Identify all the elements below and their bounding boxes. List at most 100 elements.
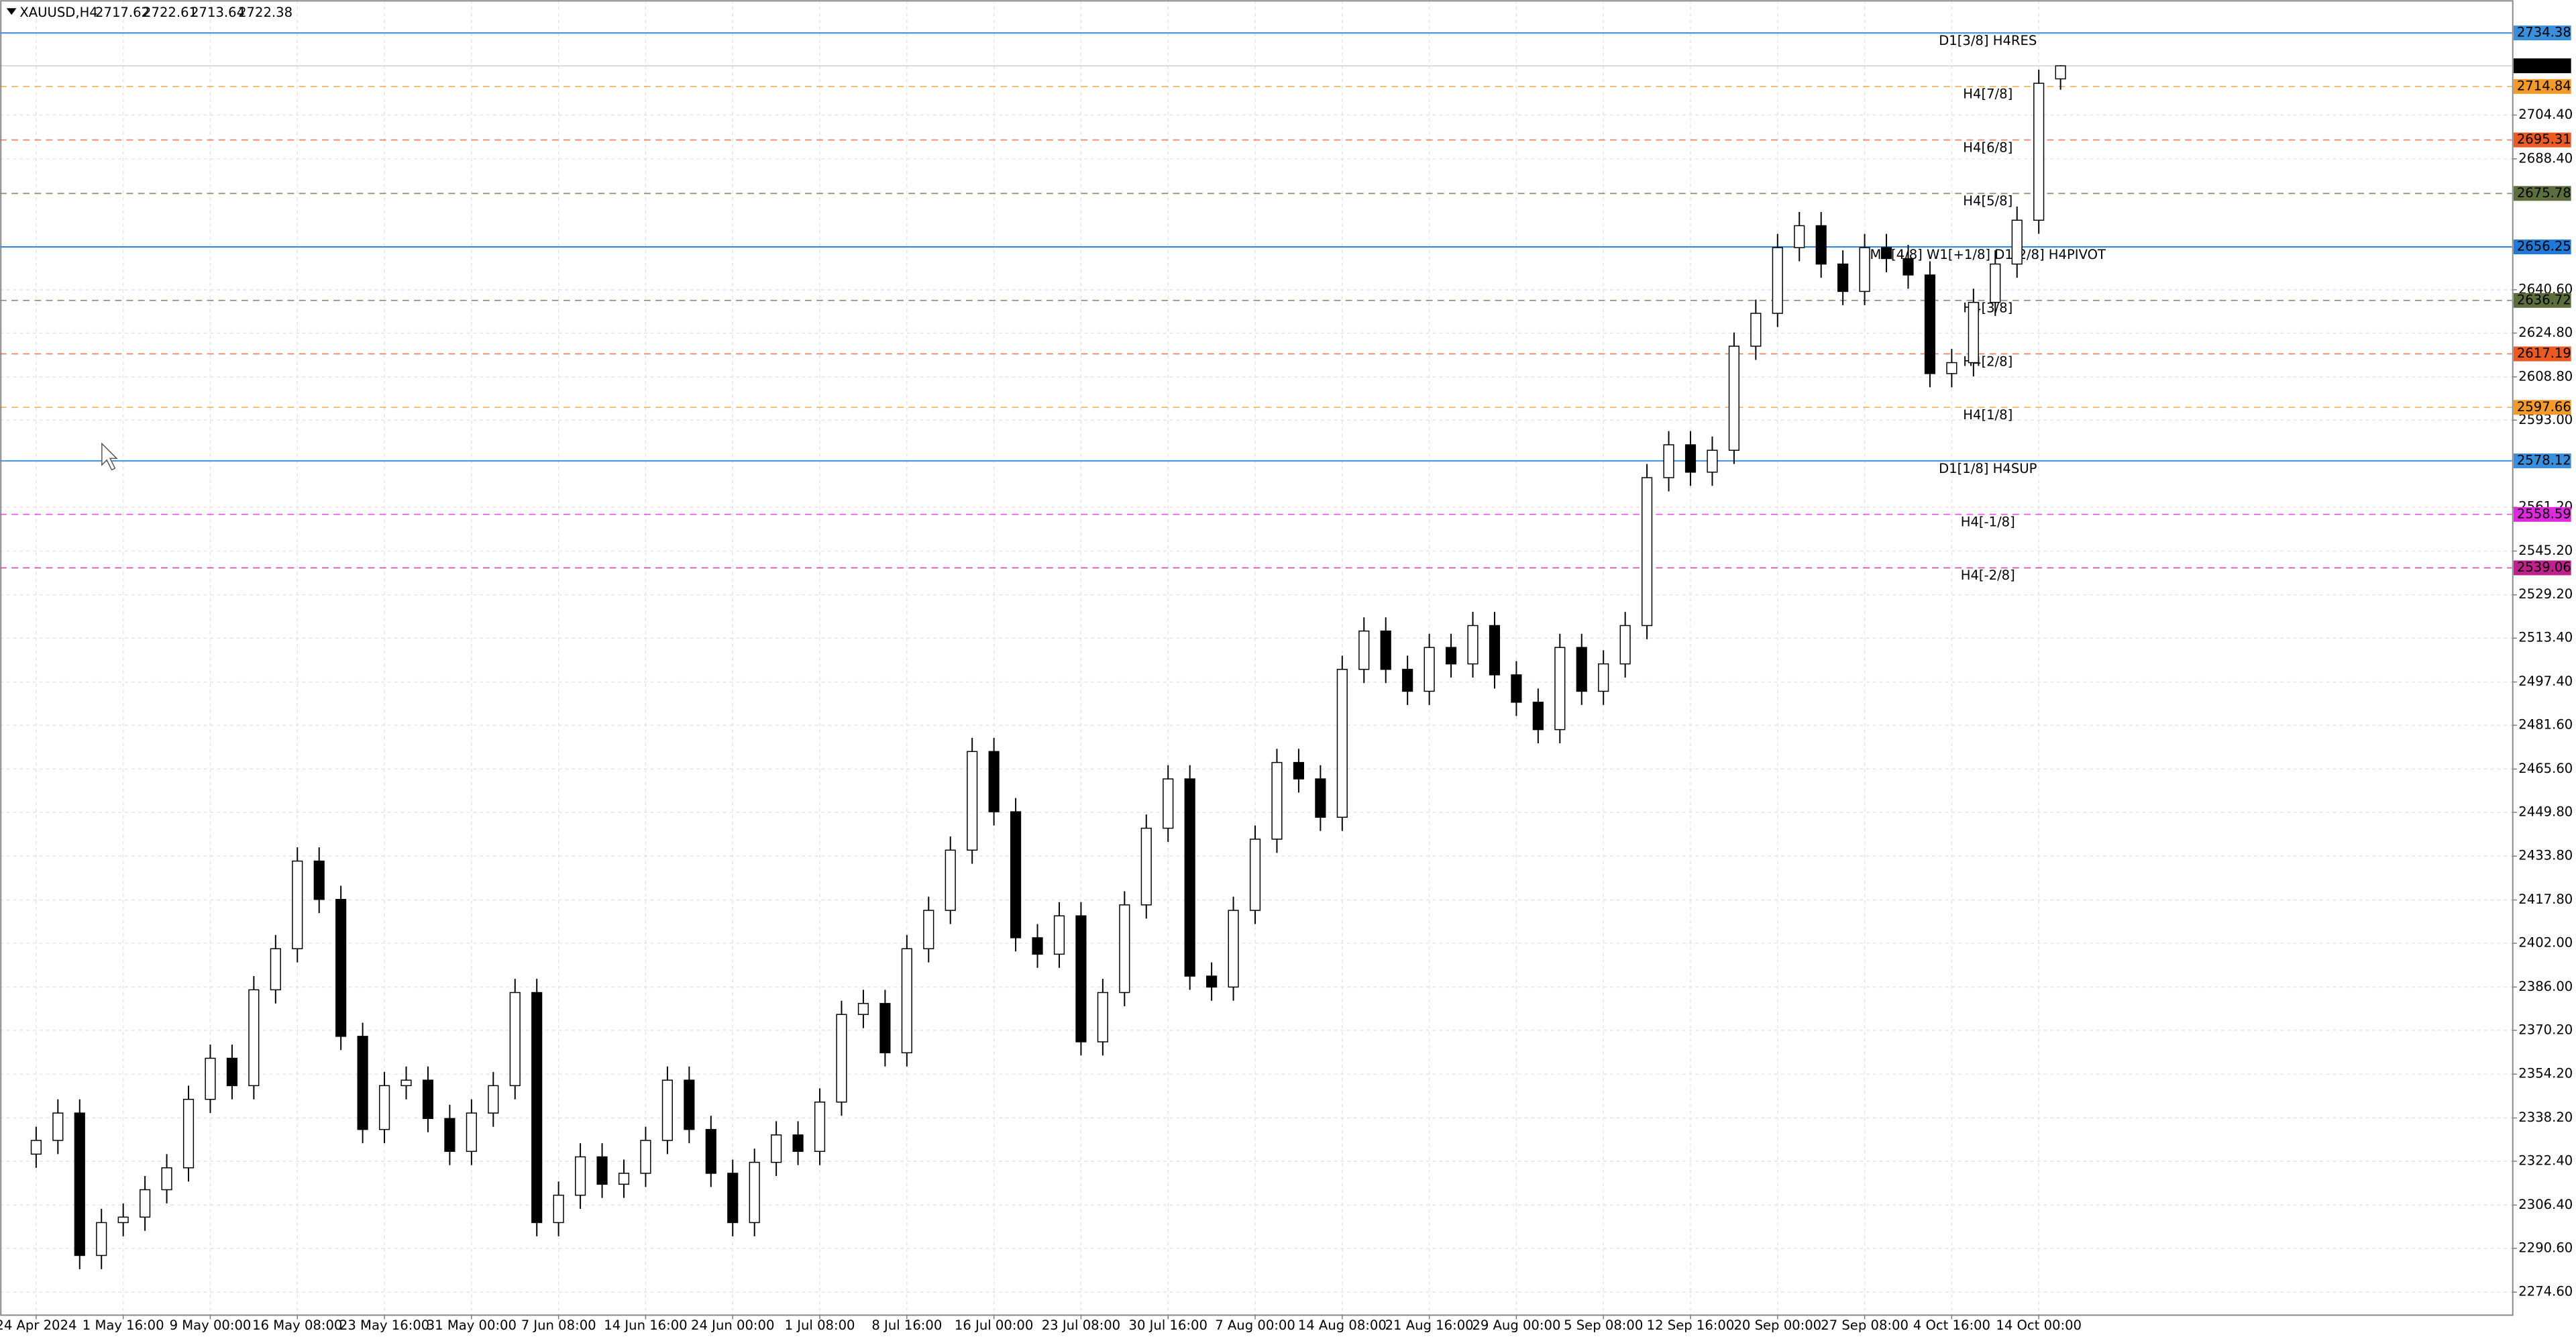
candle-body <box>1358 630 1370 670</box>
x-tick-label: 24 Apr 2024 <box>0 1318 76 1333</box>
x-tick-label: 12 Sep 16:00 <box>1647 1318 1735 1333</box>
y-tick-label: 2593.00 <box>2518 412 2573 427</box>
level-tag-label: 2597.66 <box>2517 399 2571 415</box>
x-tick-label: 4 Oct 16:00 <box>1913 1318 1990 1333</box>
candle-body <box>444 1118 455 1153</box>
level-label: H4[-1/8] <box>1961 515 2015 530</box>
candle-body <box>1163 778 1174 829</box>
candle-body <box>901 948 912 1054</box>
plot-frame <box>0 0 2514 1316</box>
candle-body <box>400 1079 412 1087</box>
level-label: H4[-2/8] <box>1961 568 2015 583</box>
candle-body <box>575 1156 586 1196</box>
candle-body <box>488 1085 499 1114</box>
x-tick-label: 16 Jul 00:00 <box>955 1318 1033 1333</box>
y-tick-label: 2640.60 <box>2518 281 2573 297</box>
level-tag-label: 2539.06 <box>2517 559 2571 575</box>
candle-body <box>553 1194 564 1224</box>
candle-body <box>1010 811 1022 939</box>
y-tick-label: 2417.80 <box>2518 892 2573 907</box>
header-open: 2717.62 <box>95 5 150 20</box>
candle-body <box>945 849 956 911</box>
y-tick-label: 2608.80 <box>2518 368 2573 384</box>
y-tick-label: 2545.20 <box>2518 543 2573 558</box>
x-tick-label: 5 Sep 08:00 <box>1564 1318 1643 1333</box>
header-high: 2722.61 <box>143 5 197 20</box>
level-tag-label: 2558.59 <box>2517 506 2571 521</box>
candle-body <box>1228 910 1239 988</box>
x-tick-label: 23 May 16:00 <box>339 1318 429 1333</box>
candle-body <box>705 1128 716 1174</box>
menu-arrow[interactable] <box>6 8 17 15</box>
candle-body <box>771 1134 782 1163</box>
candle-body <box>1184 778 1195 977</box>
y-tick-label: 2370.20 <box>2518 1022 2573 1037</box>
y-tick-label: 2322.40 <box>2518 1153 2573 1169</box>
y-tick-label: 2433.80 <box>2518 848 2573 863</box>
candle-body <box>684 1079 695 1130</box>
x-tick-label: 7 Aug 00:00 <box>1215 1318 1295 1333</box>
candle-body <box>1619 625 1631 665</box>
candle-body <box>1902 258 1914 276</box>
candle-body <box>1489 625 1501 676</box>
candle-body <box>1271 761 1283 840</box>
candle-body <box>74 1112 85 1256</box>
price-tag <box>2513 58 2571 74</box>
y-tick-label: 2290.60 <box>2518 1240 2573 1255</box>
x-tick-label: 9 May 00:00 <box>170 1318 252 1333</box>
x-tick-label: 21 Aug 16:00 <box>1385 1318 1474 1333</box>
grid <box>0 0 2512 1315</box>
candle-body <box>140 1189 151 1218</box>
candle-body <box>814 1102 826 1153</box>
x-tick-label: 7 Jun 08:00 <box>521 1318 596 1333</box>
candle-body <box>52 1112 64 1141</box>
level-label: H4[5/8] <box>1963 193 2012 209</box>
candle-body <box>1859 247 1870 292</box>
x-tick-label: 14 Jun 16:00 <box>604 1318 687 1333</box>
candle-body <box>248 989 260 1087</box>
candle-body <box>1990 263 2001 303</box>
level-tag <box>2513 239 2571 255</box>
header-low: 2713.64 <box>191 5 245 20</box>
level-tag <box>2513 292 2571 308</box>
candle-body <box>1728 345 1739 451</box>
candle-body <box>1053 915 1065 955</box>
candle-body <box>1837 263 1849 292</box>
candle-body <box>1815 225 1827 265</box>
candle-body <box>1315 778 1326 818</box>
y-tick-label: 2688.40 <box>2518 150 2573 166</box>
candle-body <box>792 1134 804 1153</box>
level-label: H4[1/8] <box>1963 407 2012 423</box>
candle-body <box>1032 937 1043 955</box>
candle-body <box>205 1057 216 1100</box>
candle-body <box>1445 647 1457 665</box>
candle-body <box>988 751 1000 812</box>
mouse-cursor <box>101 442 118 471</box>
candle-body <box>1424 647 1435 692</box>
candle-body <box>879 1003 891 1054</box>
level-tag-label: 2636.72 <box>2517 292 2571 307</box>
candle-body <box>1707 449 1718 473</box>
level-label: D1[3/8] H4RES <box>1939 33 2037 48</box>
y-tick-label: 2465.60 <box>2518 761 2573 776</box>
candle-body <box>923 910 934 949</box>
candle-body <box>1576 647 1587 692</box>
candles <box>30 65 2066 1269</box>
candle-body <box>1336 669 1348 818</box>
candle-body <box>1772 247 1783 314</box>
candle-body <box>466 1112 477 1153</box>
candle-body <box>1511 674 1522 703</box>
candle-body <box>30 1140 42 1155</box>
level-tag <box>2513 25 2571 41</box>
y-tick-label: 2529.20 <box>2518 586 2573 602</box>
candle-body <box>857 1003 869 1015</box>
level-label: MN[4/8] W1[+1/8] D1[2/8] H4PIVOT <box>1870 247 2107 262</box>
y-tick-label: 2513.40 <box>2518 630 2573 645</box>
candle-body <box>1968 302 1979 364</box>
level-tag <box>2513 186 2571 201</box>
level-label: D1[1/8] H4SUP <box>1939 461 2037 476</box>
y-tick-label: 2624.80 <box>2518 325 2573 340</box>
x-tick-label: 14 Aug 08:00 <box>1298 1318 1387 1333</box>
